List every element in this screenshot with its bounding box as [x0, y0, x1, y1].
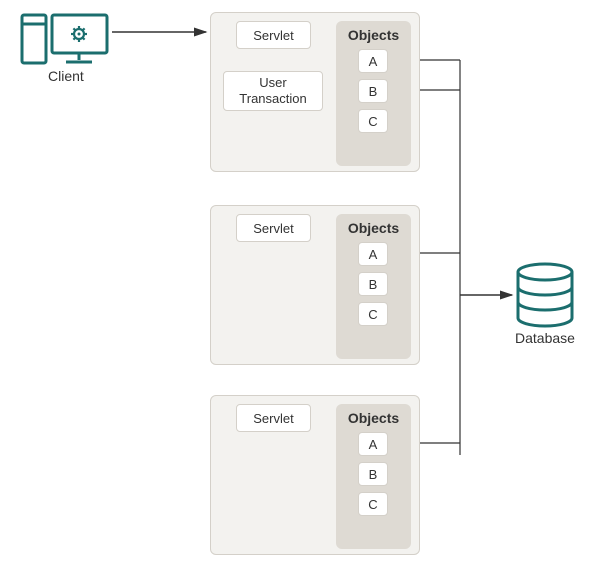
object-1-a: A	[358, 49, 388, 73]
objects-panel-1: Objects A B C	[336, 21, 411, 166]
servlet-label-2: Servlet	[253, 221, 293, 236]
usertx-box: User Transaction	[223, 71, 323, 111]
objects-title-2: Objects	[336, 220, 411, 236]
container-1: Servlet User Transaction Objects A B C	[210, 12, 420, 172]
object-3-c: C	[358, 492, 388, 516]
servlet-box-3: Servlet	[236, 404, 311, 432]
usertx-label: User Transaction	[239, 75, 306, 106]
objects-panel-3: Objects A B C	[336, 404, 411, 549]
objects-title-1: Objects	[336, 27, 411, 43]
servlet-label-3: Servlet	[253, 411, 293, 426]
objects-title-3: Objects	[336, 410, 411, 426]
servlet-box-1: Servlet	[236, 21, 311, 49]
object-3-b: B	[358, 462, 388, 486]
object-1-c: C	[358, 109, 388, 133]
object-2-b: B	[358, 272, 388, 296]
object-2-a: A	[358, 242, 388, 266]
client-label: Client	[48, 68, 84, 84]
servlet-label-1: Servlet	[253, 28, 293, 43]
objects-panel-2: Objects A B C	[336, 214, 411, 359]
container-3: Servlet Objects A B C	[210, 395, 420, 555]
object-3-a: A	[358, 432, 388, 456]
servlet-box-2: Servlet	[236, 214, 311, 242]
object-1-b: B	[358, 79, 388, 103]
database-label: Database	[515, 330, 575, 346]
object-2-c: C	[358, 302, 388, 326]
database-icon	[518, 264, 572, 326]
container-2: Servlet Objects A B C	[210, 205, 420, 365]
client-icon	[22, 15, 107, 63]
